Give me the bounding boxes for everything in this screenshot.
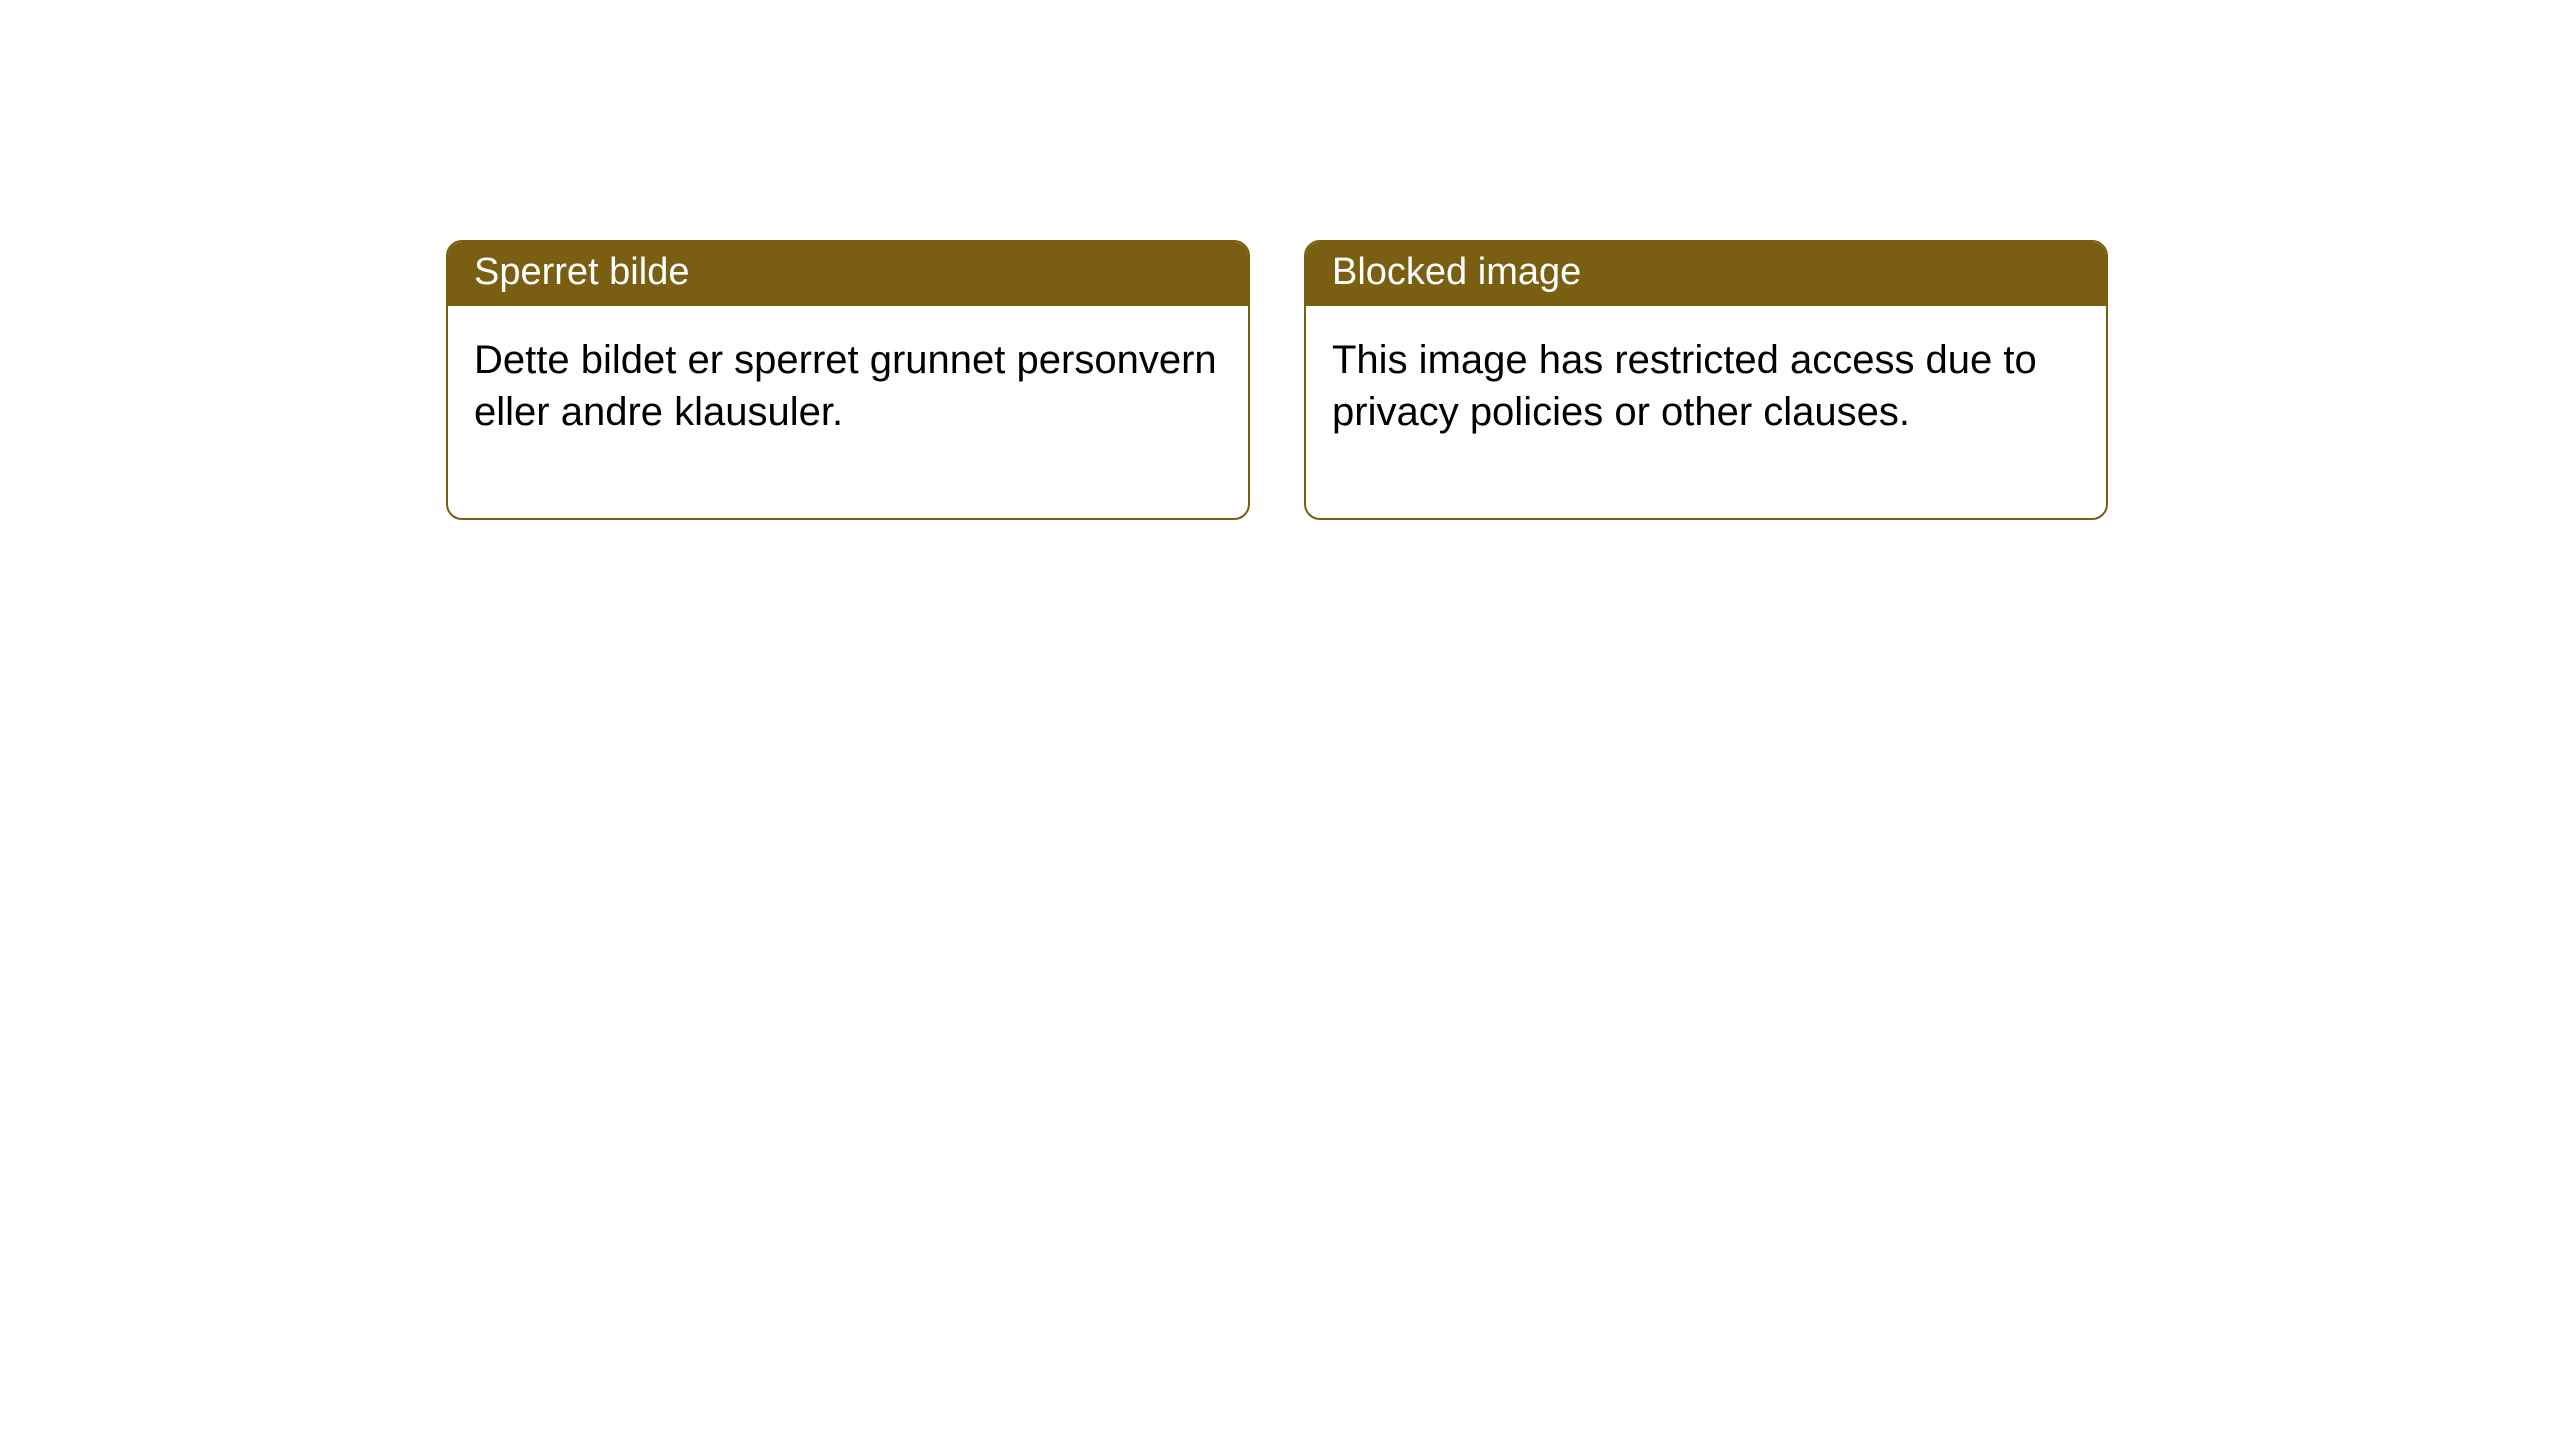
notice-box-norwegian: Sperret bilde Dette bildet er sperret gr…: [446, 240, 1250, 520]
notice-title: Sperret bilde: [448, 242, 1248, 306]
notice-container: Sperret bilde Dette bildet er sperret gr…: [446, 240, 2108, 520]
notice-title: Blocked image: [1306, 242, 2106, 306]
notice-box-english: Blocked image This image has restricted …: [1304, 240, 2108, 520]
notice-body: Dette bildet er sperret grunnet personve…: [448, 306, 1248, 518]
notice-body: This image has restricted access due to …: [1306, 306, 2106, 518]
